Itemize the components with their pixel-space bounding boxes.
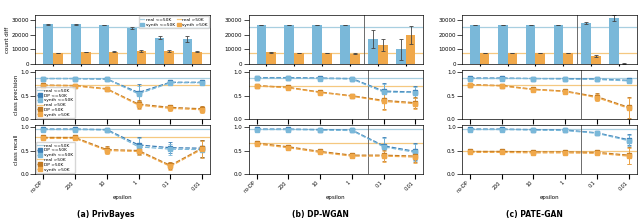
Bar (155, 38, 164, 64)
Bar (591, 56, 601, 64)
Bar (136, 51, 147, 64)
Bar (581, 23, 591, 64)
Bar (340, 25, 350, 64)
Legend: real <=50K, synth <=50K, real >50K, synth >50K: real <=50K, synth <=50K, real >50K, synt… (139, 16, 209, 28)
Bar (508, 53, 517, 64)
Bar (470, 25, 479, 64)
Bar (99, 25, 109, 64)
Bar (193, 52, 202, 64)
Bar (609, 18, 619, 64)
Bar (554, 25, 563, 64)
Text: (c) PATE-GAN: (c) PATE-GAN (506, 210, 563, 219)
Bar (266, 52, 276, 64)
Bar (43, 24, 53, 64)
Bar (127, 28, 136, 64)
Bar (406, 35, 415, 64)
Bar (182, 39, 193, 64)
X-axis label: epsilon: epsilon (326, 195, 346, 200)
Y-axis label: class recall: class recall (14, 134, 19, 165)
X-axis label: epsilon: epsilon (113, 195, 132, 200)
Bar (536, 53, 545, 64)
Bar (350, 54, 360, 64)
Bar (71, 24, 81, 64)
Legend: real <=50K, DP <=50K, synth <=50K, real >50K, DP >50K, synth >50K: real <=50K, DP <=50K, synth <=50K, real … (36, 88, 74, 118)
Bar (53, 53, 63, 64)
Bar (479, 53, 490, 64)
Bar (368, 39, 378, 64)
Bar (257, 25, 266, 64)
Bar (525, 25, 536, 64)
Text: (b) DP-WGAN: (b) DP-WGAN (292, 210, 348, 219)
Bar (284, 25, 294, 64)
Bar (378, 45, 388, 64)
Bar (498, 25, 508, 64)
Bar (294, 53, 304, 64)
Legend: real <=50K, DP <=50K, synth <=50K, real >50K, DP >50K, synth >50K: real <=50K, DP <=50K, synth <=50K, real … (36, 142, 74, 173)
Bar (81, 52, 91, 64)
Bar (109, 52, 118, 64)
Bar (322, 53, 332, 64)
Text: (a) PrivBayes: (a) PrivBayes (77, 210, 134, 219)
X-axis label: epsilon: epsilon (540, 195, 559, 200)
Bar (563, 53, 573, 64)
Bar (164, 51, 174, 64)
Y-axis label: class precision: class precision (14, 75, 19, 115)
Bar (396, 50, 406, 64)
Bar (312, 25, 322, 64)
Y-axis label: count diff: count diff (5, 27, 10, 53)
